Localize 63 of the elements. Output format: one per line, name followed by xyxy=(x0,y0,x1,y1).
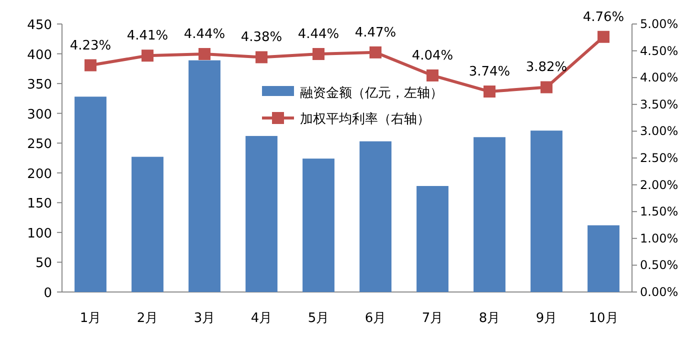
bar xyxy=(588,225,620,292)
point xyxy=(198,48,210,60)
y2-tick-label: 2.00% xyxy=(640,178,678,192)
bar xyxy=(302,158,334,292)
y2-tick-label: 0.50% xyxy=(640,258,678,272)
y2-tick-label: 3.00% xyxy=(640,124,678,138)
y2-tick-label: 1.50% xyxy=(640,204,678,219)
data-label: 3.82% xyxy=(526,60,568,76)
bar xyxy=(360,141,392,292)
y2-tick-label: 1.00% xyxy=(640,231,678,246)
x-tick-label: 5月 xyxy=(308,311,330,326)
x-tick-label: 2月 xyxy=(136,311,158,326)
legend-label: 融资金额（亿元，左轴） xyxy=(300,86,443,101)
bar xyxy=(530,130,562,292)
data-label: 4.41% xyxy=(126,28,168,44)
point xyxy=(256,51,268,64)
x-tick-label: 8月 xyxy=(478,311,500,326)
point xyxy=(598,30,610,43)
data-label: 4.04% xyxy=(412,48,454,64)
y2-tick-label: 2.50% xyxy=(640,151,678,165)
point xyxy=(484,86,496,98)
bar xyxy=(416,186,448,292)
x-tick-label: 3月 xyxy=(194,311,216,326)
y2-tick-label: 4.00% xyxy=(640,70,678,85)
y-tick-label: 250 xyxy=(27,137,52,152)
y2-tick-label: 0.00% xyxy=(640,285,678,299)
data-label: 4.44% xyxy=(184,27,226,42)
point xyxy=(540,81,552,94)
y-tick-label: 100 xyxy=(27,226,52,242)
data-label: 4.23% xyxy=(70,38,112,54)
y-tick-label: 150 xyxy=(27,196,52,212)
data-label: 4.76% xyxy=(582,10,624,25)
point xyxy=(370,46,382,58)
bar xyxy=(132,156,164,292)
point xyxy=(142,50,154,62)
x-tick-label: 10月 xyxy=(588,311,618,326)
x-tick-label: 4月 xyxy=(250,311,272,326)
y-tick-label: 400 xyxy=(27,48,52,63)
bar xyxy=(74,96,106,292)
data-label: 4.47% xyxy=(354,25,396,40)
bar xyxy=(188,60,220,292)
x-tick-label: 7月 xyxy=(422,311,444,326)
data-label: 4.38% xyxy=(240,30,282,46)
y-tick-label: 200 xyxy=(27,166,52,182)
bar xyxy=(474,137,506,292)
legend-label: 加权平均利率（右轴） xyxy=(300,111,430,127)
y-tick-label: 450 xyxy=(27,18,52,33)
point xyxy=(426,69,438,82)
y2-tick-label: 3.50% xyxy=(640,97,678,112)
y-tick-label: 0 xyxy=(44,286,52,301)
point xyxy=(312,48,324,60)
y-tick-label: 300 xyxy=(27,107,52,122)
data-label: 4.44% xyxy=(298,27,340,42)
y-tick-label: 50 xyxy=(35,256,52,272)
bar xyxy=(246,136,278,292)
y2-tick-label: 4.50% xyxy=(640,44,678,58)
x-tick-label: 9月 xyxy=(536,311,558,326)
data-label: 3.74% xyxy=(468,64,510,80)
x-tick-label: 1月 xyxy=(80,311,102,326)
x-tick-label: 6月 xyxy=(364,311,386,326)
y2-tick-label: 5.00% xyxy=(640,17,678,31)
point xyxy=(84,59,96,72)
y-tick-label: 350 xyxy=(27,78,52,93)
